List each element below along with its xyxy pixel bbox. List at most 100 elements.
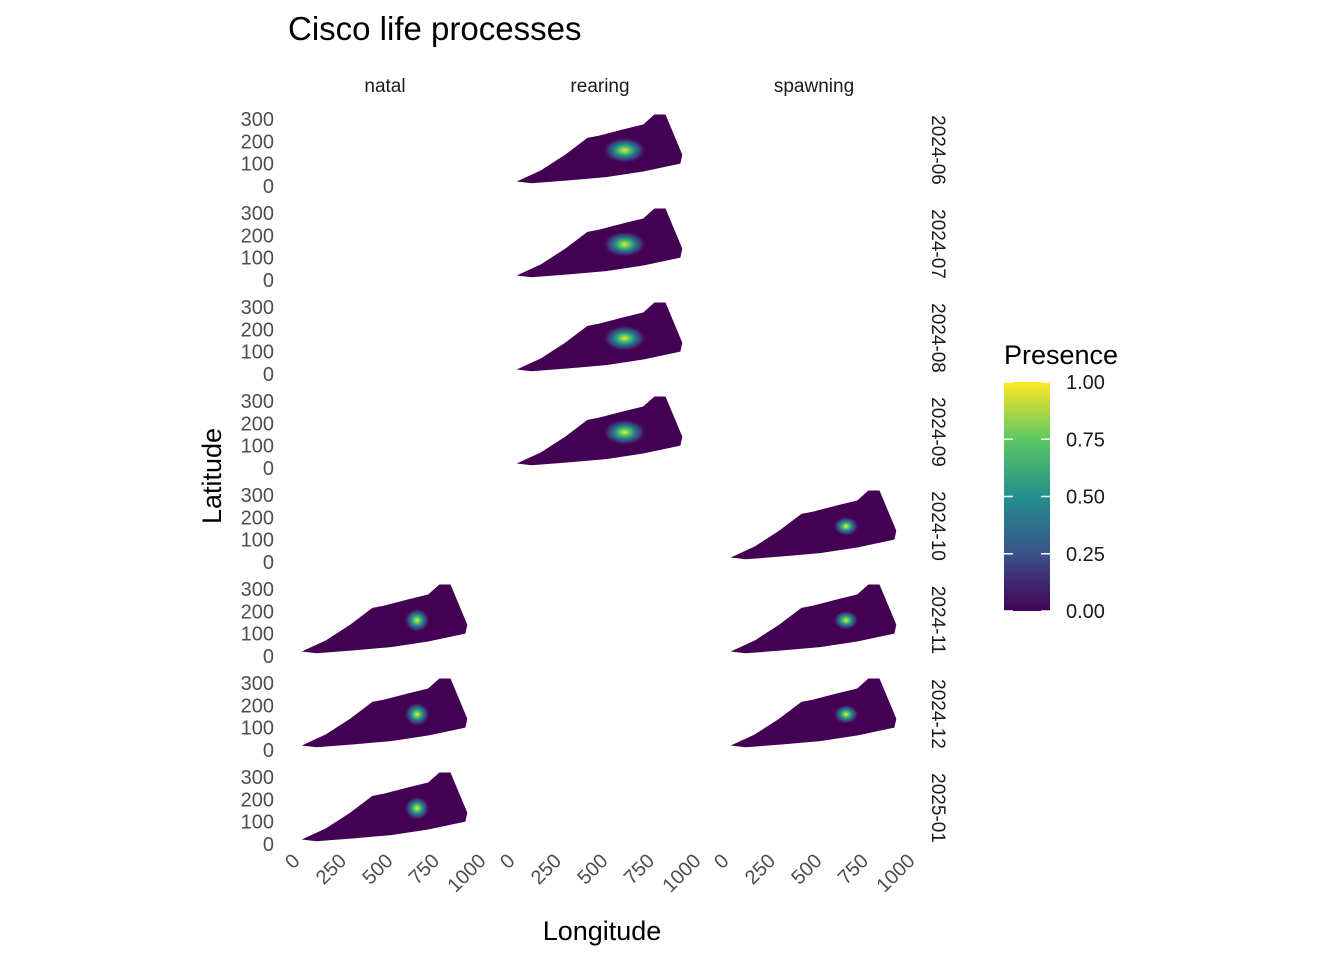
presence-hotspot bbox=[404, 607, 431, 633]
panel-spawning-2024-11 bbox=[730, 584, 897, 654]
x-tick-label: 1000 bbox=[659, 850, 706, 897]
x-tick-label: 500 bbox=[358, 850, 397, 889]
x-tick-label: 1000 bbox=[444, 850, 491, 897]
y-tick-label: 300 bbox=[241, 297, 274, 319]
facet-row-labels: 2024-06 2024-07 2024-08 2024-09 2024-10 2024-… bbox=[927, 115, 948, 843]
legend-tick-label: 0.25 bbox=[1066, 544, 1105, 566]
y-tick-label: 0 bbox=[263, 364, 274, 386]
panel-rearing-2024-06 bbox=[516, 114, 683, 184]
y-tick-label: 200 bbox=[241, 319, 274, 341]
facet-column-label: natal bbox=[364, 76, 405, 97]
legend-title: Presence bbox=[1004, 340, 1118, 370]
presence-hotspot bbox=[404, 795, 431, 821]
lake-shape bbox=[516, 396, 683, 466]
x-tick-label: 750 bbox=[405, 850, 444, 889]
legend: Presence 0.00 0.25 0.50 0.75 1.00 bbox=[1004, 340, 1118, 623]
legend-tick-label: 1.00 bbox=[1066, 372, 1105, 394]
y-tick-label: 100 bbox=[241, 718, 274, 740]
panel-rearing-2024-09 bbox=[516, 396, 683, 466]
y-tick-label: 300 bbox=[241, 109, 274, 131]
x-tick-label: 0 bbox=[281, 850, 304, 873]
presence-hotspot bbox=[833, 610, 860, 631]
presence-hotspot bbox=[602, 418, 647, 446]
facet-row-label: 2024-08 bbox=[927, 303, 948, 373]
lake-shape bbox=[516, 302, 683, 372]
y-tick-label: 300 bbox=[241, 767, 274, 789]
facet-row-label: 2024-10 bbox=[927, 491, 948, 561]
presence-hotspot bbox=[602, 230, 647, 258]
x-tick-label: 500 bbox=[573, 850, 612, 889]
legend-tick-label: 0.75 bbox=[1066, 429, 1105, 451]
lake-shape bbox=[730, 490, 897, 560]
y-tick-label: 100 bbox=[241, 812, 274, 834]
y-tick-label: 200 bbox=[241, 507, 274, 529]
x-tick-label: 250 bbox=[741, 850, 780, 889]
facet-row-label: 2024-06 bbox=[927, 115, 948, 185]
panel-natal-2025-01 bbox=[301, 772, 468, 842]
y-tick-label: 0 bbox=[263, 458, 274, 480]
presence-hotspot bbox=[833, 516, 860, 537]
lake-shape bbox=[301, 584, 468, 654]
x-tick-label: 250 bbox=[527, 850, 566, 889]
y-tick-label: 200 bbox=[241, 695, 274, 717]
panel-rearing-2024-08 bbox=[516, 302, 683, 372]
panel-natal-2024-11 bbox=[301, 584, 468, 654]
lake-shape bbox=[730, 584, 897, 654]
y-tick-label: 0 bbox=[263, 552, 274, 574]
y-tick-label: 100 bbox=[241, 342, 274, 364]
x-tick-label: 0 bbox=[496, 850, 519, 873]
facet-row-label: 2025-01 bbox=[927, 773, 948, 843]
y-tick-label: 300 bbox=[241, 485, 274, 507]
facet-column-labels: natal rearing spawning bbox=[364, 76, 854, 97]
lake-shape bbox=[516, 208, 683, 278]
x-axes: 0 250 500 750 1000 0 250 500 750 1000 0 250 500 750 10… bbox=[281, 850, 919, 897]
y-tick-label: 100 bbox=[241, 154, 274, 176]
legend-tick-label: 0.00 bbox=[1066, 601, 1105, 623]
facet-row-label: 2024-12 bbox=[927, 679, 948, 749]
facet-row-label: 2024-09 bbox=[927, 397, 948, 467]
y-tick-label: 300 bbox=[241, 673, 274, 695]
y-tick-label: 100 bbox=[241, 248, 274, 270]
y-tick-label: 100 bbox=[241, 530, 274, 552]
facet-row-label: 2024-11 bbox=[927, 586, 948, 654]
lake-shape bbox=[301, 772, 468, 842]
y-tick-label: 0 bbox=[263, 270, 274, 292]
facet-row-label: 2024-07 bbox=[927, 209, 948, 279]
x-tick-label: 750 bbox=[620, 850, 659, 889]
y-tick-label: 300 bbox=[241, 203, 274, 225]
lake-shape bbox=[730, 678, 897, 748]
facet-column-label: rearing bbox=[570, 76, 629, 97]
y-tick-label: 100 bbox=[241, 624, 274, 646]
panel-rearing-2024-07 bbox=[516, 208, 683, 278]
y-axes: 0100200300010020030001002003000100200300… bbox=[241, 109, 274, 856]
y-tick-label: 300 bbox=[241, 579, 274, 601]
x-tick-label: 250 bbox=[312, 850, 351, 889]
facet-column-label: spawning bbox=[774, 76, 854, 97]
y-tick-label: 0 bbox=[263, 740, 274, 762]
presence-hotspot bbox=[833, 704, 860, 725]
y-tick-label: 200 bbox=[241, 225, 274, 247]
y-tick-label: 0 bbox=[263, 646, 274, 668]
panel-natal-2024-12 bbox=[301, 678, 468, 748]
lake-shape bbox=[516, 114, 683, 184]
panel-spawning-2024-10 bbox=[730, 490, 897, 560]
x-tick-label: 750 bbox=[834, 850, 873, 889]
legend-tick-label: 0.50 bbox=[1066, 487, 1105, 509]
x-tick-label: 0 bbox=[710, 850, 733, 873]
x-tick-label: 500 bbox=[787, 850, 826, 889]
y-tick-label: 200 bbox=[241, 413, 274, 435]
y-tick-label: 300 bbox=[241, 391, 274, 413]
y-tick-label: 200 bbox=[241, 131, 274, 153]
panels bbox=[301, 114, 897, 842]
y-tick-label: 200 bbox=[241, 601, 274, 623]
chart-title: Cisco life processes bbox=[288, 10, 581, 47]
x-axis-title: Longitude bbox=[543, 916, 662, 946]
presence-hotspot bbox=[602, 136, 647, 164]
y-tick-label: 100 bbox=[241, 436, 274, 458]
y-axis-title: Latitude bbox=[197, 428, 227, 524]
panel-spawning-2024-12 bbox=[730, 678, 897, 748]
y-tick-label: 0 bbox=[263, 176, 274, 198]
y-tick-label: 0 bbox=[263, 834, 274, 856]
lake-shape bbox=[301, 678, 468, 748]
y-tick-label: 200 bbox=[241, 789, 274, 811]
